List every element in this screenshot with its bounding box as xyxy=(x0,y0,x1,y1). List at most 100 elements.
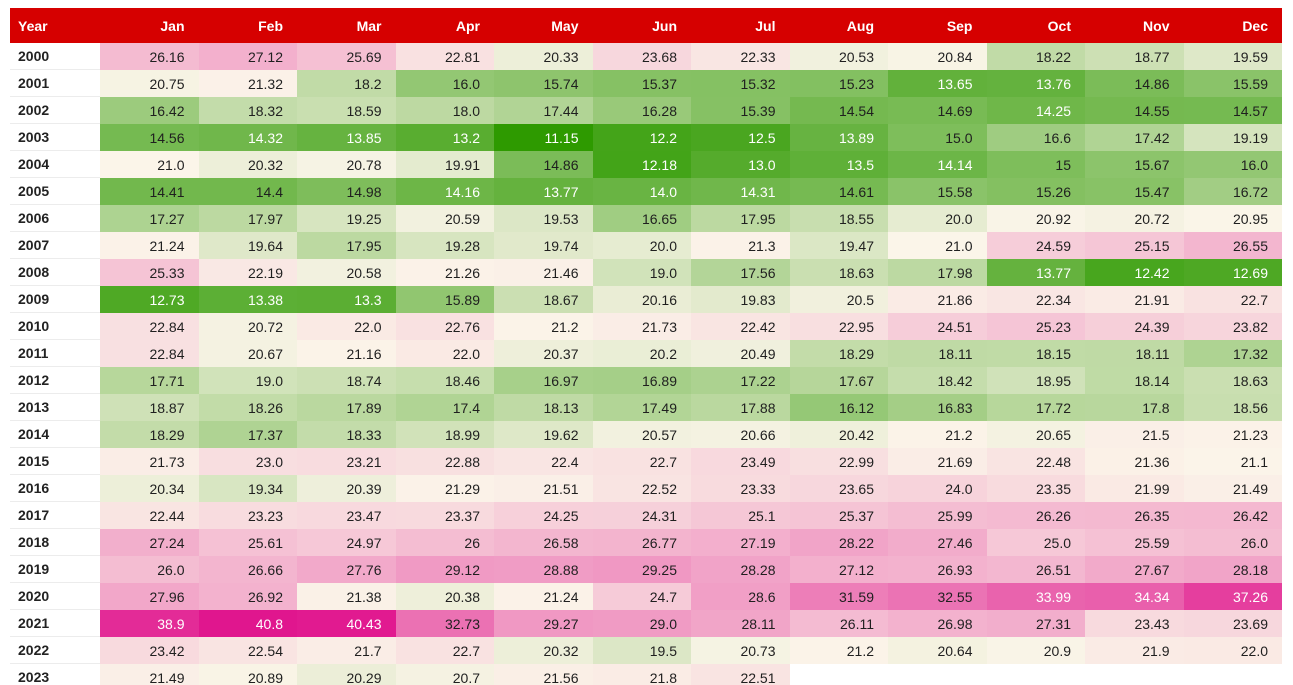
year-label: 2015 xyxy=(10,448,100,475)
heat-cell: 28.18 xyxy=(1183,556,1282,583)
heat-cell: 20.78 xyxy=(297,151,396,178)
heat-cell: 20.66 xyxy=(691,421,790,448)
table-row: 2002 16.42 18.32 18.59 18.0 17.44 16.28 15.39 14… xyxy=(10,97,1282,124)
table-row: 2007 21.24 19.64 17.95 19.28 19.74 20.0 21.3 19.… xyxy=(10,232,1282,259)
heat-cell: 20.73 xyxy=(691,637,790,664)
year-label: 2017 xyxy=(10,502,100,529)
heat-cell: 13.77 xyxy=(494,178,593,205)
year-label: 2011 xyxy=(10,340,100,367)
heat-cell: 18.56 xyxy=(1183,394,1282,421)
heat-cell: 40.8 xyxy=(198,610,297,637)
heat-cell: 17.42 xyxy=(1085,124,1184,151)
heat-cell: 21.73 xyxy=(100,448,199,475)
heat-cell: 12.42 xyxy=(1085,259,1184,286)
heat-cell: 14.57 xyxy=(1183,97,1282,124)
heat-cell: 19.25 xyxy=(297,205,396,232)
heat-cell: 25.61 xyxy=(198,529,297,556)
heat-cell: 21.9 xyxy=(1085,637,1184,664)
year-label: 2003 xyxy=(10,124,100,151)
table-row: 2017 22.44 23.23 23.47 23.37 24.25 24.31 25.1 25… xyxy=(10,502,1282,529)
year-label: 2014 xyxy=(10,421,100,448)
heat-cell: 18.26 xyxy=(198,394,297,421)
year-label: 2019 xyxy=(10,556,100,583)
heat-cell: 26.93 xyxy=(888,556,987,583)
heat-cell: 20.9 xyxy=(986,637,1085,664)
heat-cell: 22.81 xyxy=(395,43,494,70)
heat-cell: 16.83 xyxy=(888,394,987,421)
table-row: 2020 27.96 26.92 21.38 20.38 21.24 24.7 28.6 31.… xyxy=(10,583,1282,610)
heat-cell: 14.55 xyxy=(1085,97,1184,124)
heat-cell: 24.31 xyxy=(592,502,691,529)
heat-cell: 26.42 xyxy=(1183,502,1282,529)
heat-cell: 22.52 xyxy=(592,475,691,502)
heat-cell: 20.7 xyxy=(395,664,494,685)
heat-cell: 26.58 xyxy=(494,529,593,556)
heat-cell: 28.6 xyxy=(691,583,790,610)
heat-cell: 19.91 xyxy=(395,151,494,178)
header-month: Feb xyxy=(258,17,283,34)
heat-cell: 17.67 xyxy=(789,367,888,394)
heat-cell: 22.84 xyxy=(100,340,199,367)
heat-cell: 20.37 xyxy=(494,340,593,367)
heat-cell: 19.47 xyxy=(789,232,888,259)
year-label: 2008 xyxy=(10,259,100,286)
table-row: 2016 20.34 19.34 20.39 21.29 21.51 22.52 23.33 2… xyxy=(10,475,1282,502)
heat-cell: 21.1 xyxy=(1183,448,1282,475)
heat-cell: 25.37 xyxy=(789,502,888,529)
heat-cell: 21.3 xyxy=(691,232,790,259)
heat-cell: 27.67 xyxy=(1085,556,1184,583)
heat-cell: 22.0 xyxy=(1183,637,1282,664)
heat-cell: 23.0 xyxy=(198,448,297,475)
heat-cell: 16.72 xyxy=(1183,178,1282,205)
table-row: 2018 27.24 25.61 24.97 26 26.58 26.77 27.19 28.2… xyxy=(10,529,1282,556)
heat-cell: 25.0 xyxy=(986,529,1085,556)
heat-cell: 19.34 xyxy=(198,475,297,502)
heat-cell: 20.64 xyxy=(888,637,987,664)
heat-cell: 20.32 xyxy=(198,151,297,178)
heat-cell: 21.24 xyxy=(100,232,199,259)
table-row: 2014 18.29 17.37 18.33 18.99 19.62 20.57 20.66 2… xyxy=(10,421,1282,448)
heat-cell: 23.49 xyxy=(691,448,790,475)
header-month: Nov xyxy=(1143,17,1170,34)
heat-cell: 37.26 xyxy=(1183,583,1282,610)
heat-cell: 17.71 xyxy=(100,367,199,394)
year-label: 2012 xyxy=(10,367,100,394)
year-label: 2020 xyxy=(10,583,100,610)
heat-cell: 24.25 xyxy=(494,502,593,529)
table-row: 2005 14.41 14.4 14.98 14.16 13.77 14.0 14.31 14.… xyxy=(10,178,1282,205)
heat-cell: 26.0 xyxy=(100,556,199,583)
heat-cell: 25.59 xyxy=(1085,529,1184,556)
heat-cell: 18.87 xyxy=(100,394,199,421)
heat-cell: 20.29 xyxy=(297,664,396,685)
heat-cell: 24.0 xyxy=(888,475,987,502)
heat-cell: 19.74 xyxy=(494,232,593,259)
heat-cell: 15.23 xyxy=(789,70,888,97)
heat-cell: 14.69 xyxy=(888,97,987,124)
heat-cell: 24.51 xyxy=(888,313,987,340)
heat-cell: 31.59 xyxy=(789,583,888,610)
heat-cell: 27.12 xyxy=(789,556,888,583)
heat-cell: 20.57 xyxy=(592,421,691,448)
heat-cell: 14.61 xyxy=(789,178,888,205)
heat-cell: 17.95 xyxy=(297,232,396,259)
heat-cell: 17.72 xyxy=(986,394,1085,421)
heat-cell: 15.39 xyxy=(691,97,790,124)
heat-cell: 18.15 xyxy=(986,340,1085,367)
heat-cell: 21.91 xyxy=(1085,286,1184,313)
heat-cell: 18.29 xyxy=(100,421,199,448)
heat-cell: 28.28 xyxy=(691,556,790,583)
heat-cell: 23.47 xyxy=(297,502,396,529)
heat-cell: 20.34 xyxy=(100,475,199,502)
heat-cell: 13.2 xyxy=(395,124,494,151)
heat-cell: 26 xyxy=(395,529,494,556)
heat-cell: 21.56 xyxy=(494,664,593,685)
heat-cell: 18.77 xyxy=(1085,43,1184,70)
heat-cell: 38.9 xyxy=(100,610,199,637)
heat-cell: 29.12 xyxy=(395,556,494,583)
heat-cell: 21.36 xyxy=(1085,448,1184,475)
heat-cell: 16.89 xyxy=(592,367,691,394)
table-row: 2013 18.87 18.26 17.89 17.4 18.13 17.49 17.88 16… xyxy=(10,394,1282,421)
heat-cell: 25.1 xyxy=(691,502,790,529)
heat-cell: 21.23 xyxy=(1183,421,1282,448)
heat-cell: 14.16 xyxy=(395,178,494,205)
